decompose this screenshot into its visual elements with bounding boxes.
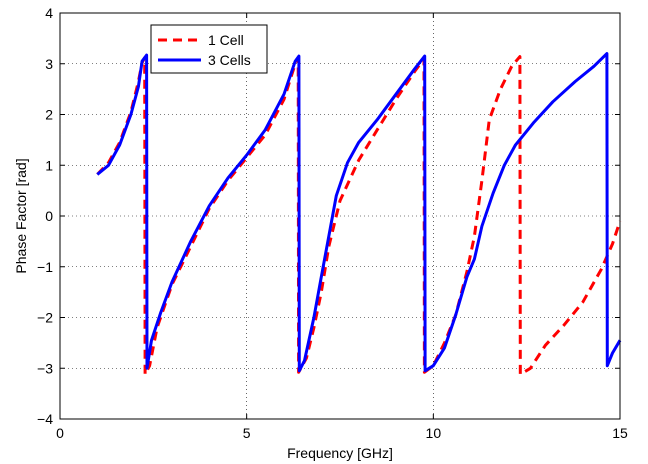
x-axis-label: Frequency [GHz] — [287, 445, 393, 461]
y-tick-label: 3 — [45, 56, 53, 72]
legend-label-1-cell: 1 Cell — [208, 32, 244, 48]
legend-box — [150, 24, 268, 74]
y-tick-label: 2 — [45, 107, 53, 123]
legend-label-3-cells: 3 Cells — [208, 52, 251, 68]
x-tick-label: 0 — [56, 425, 64, 441]
y-axis-label: Phase Factor [rad] — [13, 158, 29, 273]
grid — [60, 13, 620, 419]
y-tick-label: 1 — [45, 157, 53, 173]
tick-labels: 0 5 10 15 −4 −3 −2 −1 0 1 2 3 4 — [37, 5, 628, 441]
x-tick-label: 15 — [612, 425, 628, 441]
y-tick-label: −2 — [37, 310, 53, 326]
series-group — [96, 52, 622, 376]
ticks — [59, 12, 621, 420]
y-tick-label: −3 — [37, 360, 53, 376]
legend: 1 Cell 3 Cells — [150, 24, 268, 74]
y-tick-label: 4 — [45, 5, 53, 21]
x-tick-label: 10 — [426, 425, 442, 441]
series-line-1-cell — [96, 55, 622, 376]
y-tick-label: −4 — [37, 411, 53, 427]
y-tick-label: −1 — [37, 259, 53, 275]
series-line-3-cells — [96, 52, 622, 373]
x-tick-label: 5 — [243, 425, 251, 441]
y-tick-label: 0 — [45, 208, 53, 224]
